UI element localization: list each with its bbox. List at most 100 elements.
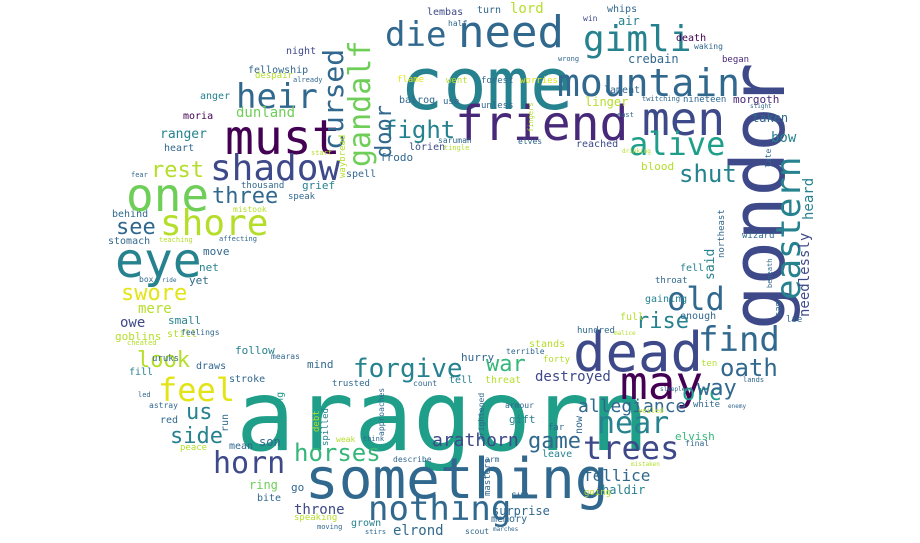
- word-forty: forty: [543, 355, 571, 365]
- word-began: began: [722, 55, 750, 65]
- word-horn: horn: [213, 446, 286, 481]
- word-three: three: [212, 184, 279, 209]
- word-mearas: mearas: [271, 352, 300, 361]
- word-red: red: [160, 415, 179, 426]
- word-final: final: [685, 439, 710, 448]
- word-son: son: [259, 435, 281, 449]
- word-memory: memory: [491, 514, 528, 525]
- word-us: us: [186, 400, 213, 425]
- word-bite: bite: [257, 493, 282, 504]
- word-way: way: [697, 376, 737, 401]
- word-beneath: beneath: [766, 258, 774, 288]
- word-lorien: lórien: [409, 142, 446, 153]
- word-come: come: [400, 42, 574, 126]
- word-air: air: [618, 14, 640, 28]
- word-stirs: stirs: [365, 528, 387, 536]
- word-shut: shut: [679, 160, 737, 188]
- word-use: use: [443, 97, 460, 107]
- word-heart: heart: [164, 143, 195, 154]
- word-think: think: [363, 435, 385, 443]
- word-terrible: terrible: [506, 347, 545, 356]
- word-fight: fight: [383, 116, 456, 144]
- word-fill: fill: [129, 367, 154, 378]
- word-whips: whips: [607, 4, 638, 15]
- word-dead: dead: [573, 321, 704, 384]
- word-die: die: [385, 15, 447, 55]
- word-run: run: [220, 413, 231, 432]
- word-oath: oath: [720, 354, 778, 382]
- word-threat: threat: [485, 375, 522, 386]
- word-blood: blood: [641, 160, 675, 173]
- word-teaching: teaching: [159, 236, 193, 244]
- word-affecting: affecting: [219, 235, 257, 243]
- word-feel: feel: [158, 371, 236, 409]
- word-twitching: twitching: [642, 95, 680, 103]
- word-hurry: hurry: [461, 351, 495, 364]
- word-forgive: forgive: [353, 354, 463, 384]
- word-stands: stands: [529, 339, 566, 350]
- word-eye: eye: [115, 233, 202, 289]
- word-enough: enough: [680, 311, 717, 322]
- word-veiled: veiled: [638, 407, 664, 415]
- word-gaining: gaining: [645, 294, 688, 305]
- word-fellice: fellice: [583, 466, 651, 485]
- word-needlessly: needlessly: [797, 232, 813, 317]
- word-far: far: [548, 423, 565, 433]
- word-approaches: approaches: [377, 387, 386, 436]
- word-drinking: drinking: [622, 148, 651, 155]
- word-start: start: [311, 149, 333, 157]
- word-elves: elves: [518, 137, 543, 146]
- word-move: move: [203, 245, 230, 258]
- word-game: game: [528, 429, 581, 454]
- word-net: net: [199, 261, 219, 274]
- word-already: already: [293, 76, 323, 84]
- word-fell: fell: [680, 263, 705, 274]
- word-scout: scout: [465, 527, 490, 536]
- word-friend: friend: [455, 96, 629, 152]
- word-enemy: enemy: [728, 403, 747, 410]
- word-fingers: fingers: [527, 102, 535, 132]
- word-waybread: waybread: [338, 134, 348, 178]
- word-balrog: balrog: [399, 95, 436, 106]
- word-rest: rest: [151, 158, 204, 183]
- word-yet: yet: [189, 274, 209, 287]
- word-worries: worries: [520, 76, 558, 86]
- word-tingle: tingle: [444, 144, 470, 152]
- word-spilled: spilled: [321, 408, 331, 446]
- word-lament: lament: [604, 85, 641, 96]
- word-look: look: [137, 348, 190, 373]
- word-late: late: [764, 148, 773, 168]
- word-haldir: haldir: [602, 483, 646, 497]
- word-need: need: [458, 7, 564, 58]
- word-something: something: [305, 447, 609, 512]
- word-small: small: [168, 314, 202, 327]
- word-frightened: frightened: [477, 392, 486, 441]
- word-marches: marches: [493, 526, 519, 533]
- word-win: win: [583, 14, 598, 23]
- word-said: said: [703, 248, 718, 280]
- word-death: death: [676, 33, 707, 44]
- word-trees: trees: [583, 429, 680, 467]
- word-mistaken: mistaken: [631, 461, 660, 468]
- word-owe: owe: [120, 315, 146, 331]
- word-mind: mind: [307, 358, 334, 371]
- word-nothing: nothing: [368, 489, 512, 529]
- word-feelings: feelings: [181, 328, 220, 337]
- word-speaking: speaking: [294, 513, 338, 523]
- word-goblins: goblins: [115, 330, 162, 343]
- word-swore: swore: [121, 281, 188, 306]
- word-allegiance: allegiance: [578, 396, 687, 417]
- word-frodo: frodo: [380, 151, 414, 164]
- word-wrong: wrong: [558, 55, 580, 63]
- word-grown: grown: [351, 518, 382, 529]
- word-morgoth: morgoth: [733, 93, 780, 106]
- word-flame: flame: [397, 75, 425, 85]
- word-mountain: mountain: [557, 61, 741, 105]
- word-astray: astray: [149, 401, 178, 410]
- word-may: may: [620, 356, 704, 410]
- word-ten: ten: [701, 359, 718, 369]
- word-count: count: [413, 379, 438, 388]
- word-draws: draws: [196, 361, 227, 372]
- word-shore: shore: [160, 203, 269, 244]
- word-spell: spell: [346, 169, 377, 180]
